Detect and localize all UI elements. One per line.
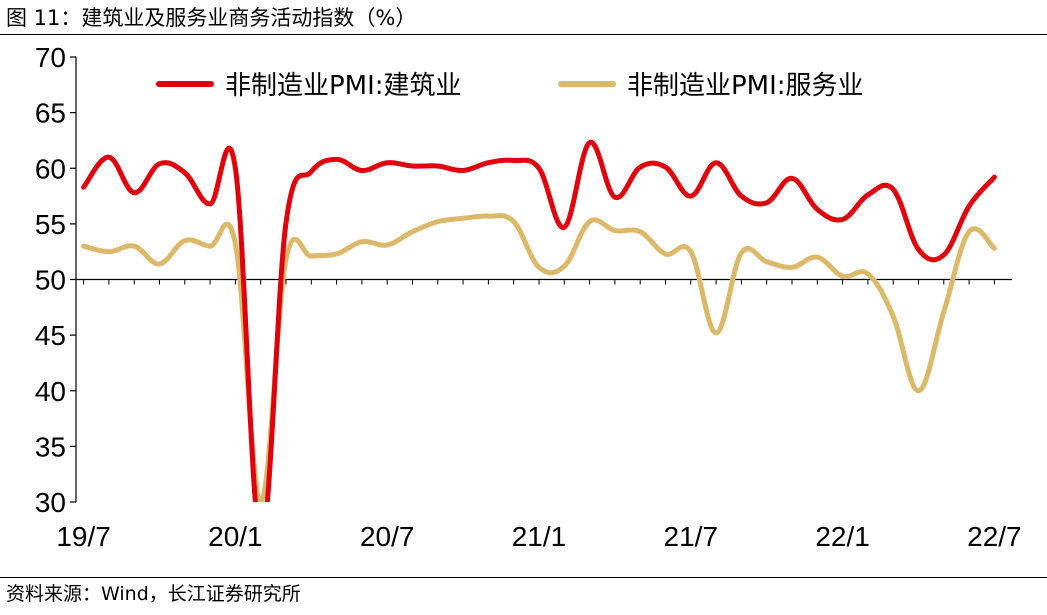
series-layer (81, 140, 997, 502)
y-tick-label: 35 (35, 431, 66, 462)
series-line-services (81, 213, 997, 502)
axes-layer: 30 35 40 45 50 55 60 65 70 19/7 20/1 20/7 21/1 21/7 22… (35, 42, 1022, 552)
x-tick-label: 20/1 (208, 521, 263, 552)
series-line-construction (81, 140, 997, 502)
x-tick-label: 21/1 (512, 521, 567, 552)
y-tick-label: 50 (35, 265, 66, 296)
x-tick-label: 19/7 (56, 521, 111, 552)
y-tick-label: 70 (35, 42, 66, 73)
line-chart: 30 35 40 45 50 55 60 65 70 19/7 20/1 20/7 21/1 21/7 22… (35, 42, 1022, 552)
footer-divider (0, 577, 1047, 578)
x-tick-label: 21/7 (664, 521, 719, 552)
y-tick-label: 55 (35, 209, 66, 240)
x-tick-label: 22/1 (815, 521, 870, 552)
legend: 非制造业PMI:建筑业 非制造业PMI:服务业 (156, 71, 864, 101)
figure-title: 图 11：建筑业及服务业商务活动指数（%） (6, 6, 417, 30)
x-tick-label: 20/7 (360, 521, 415, 552)
y-tick-label: 60 (35, 153, 66, 184)
y-tick-label: 45 (35, 320, 66, 351)
y-tick-label: 65 (35, 98, 66, 129)
legend-label-services: 非制造业PMI:服务业 (627, 71, 864, 101)
legend-label-construction: 非制造业PMI:建筑业 (225, 71, 462, 101)
x-tick-label: 22/7 (967, 521, 1022, 552)
y-tick-label: 30 (35, 487, 66, 518)
source-note: 资料来源：Wind，长江证券研究所 (6, 583, 301, 605)
y-tick-label: 40 (35, 376, 66, 407)
title-divider (0, 34, 1047, 35)
